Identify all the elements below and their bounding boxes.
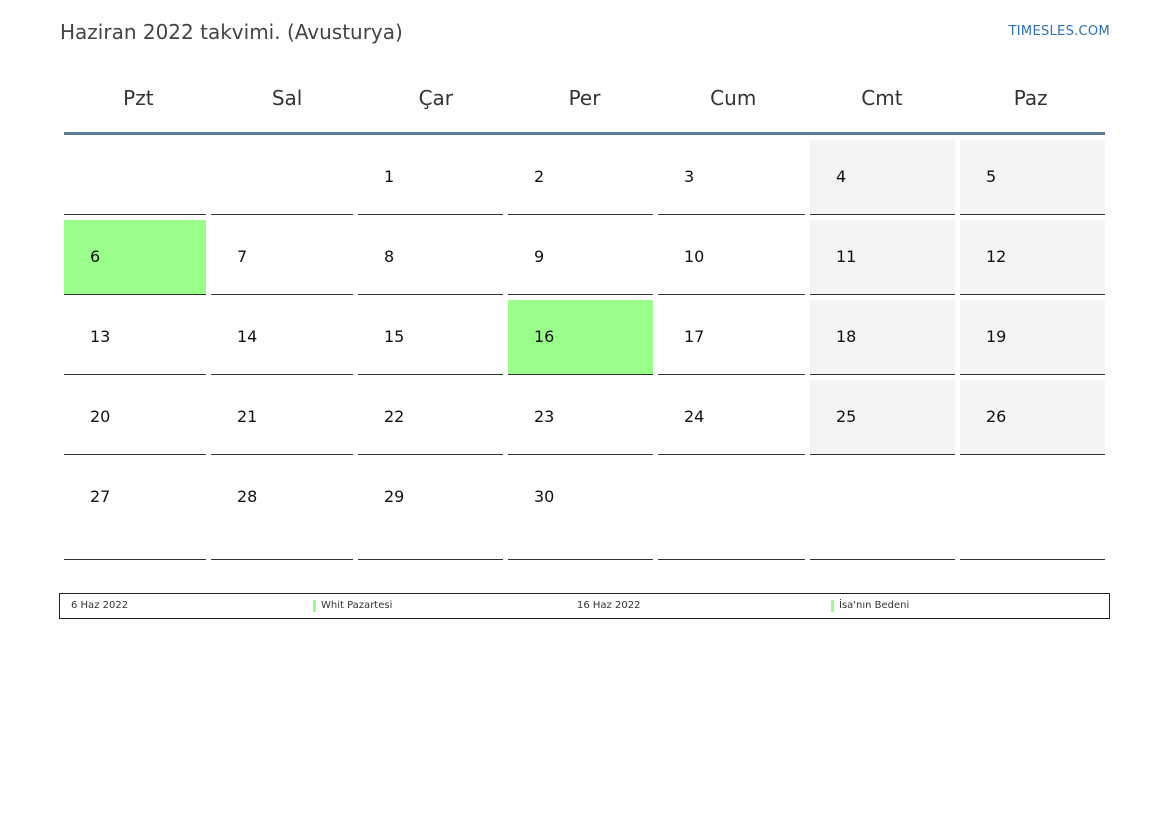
day-number: 30 — [534, 487, 555, 506]
day-number: 8 — [384, 247, 395, 266]
weekday-sun: Paz — [1013, 86, 1048, 110]
weekday-thu: Per — [568, 86, 601, 110]
day-number: 25 — [836, 407, 857, 426]
weekday-mon: Pzt — [123, 86, 154, 110]
day-cell: 16 — [508, 300, 653, 375]
day-number: 19 — [986, 327, 1007, 346]
day-number: 26 — [986, 407, 1007, 426]
day-cell: 22 — [358, 380, 503, 455]
day-number: 4 — [836, 167, 847, 186]
weekday-wed: Çar — [418, 86, 454, 110]
day-cell: 25 — [810, 380, 955, 455]
day-cell: 24 — [658, 380, 805, 455]
day-number: 15 — [384, 327, 405, 346]
day-number: 1 — [384, 167, 395, 186]
weekday-sat: Cmt — [861, 86, 903, 110]
day-grid: 1 2 3 4 5 6 7 8 9 10 11 12 13 14 15 16 17 18 19 20 21 22 23 24 2… — [64, 140, 1105, 560]
day-cell: 7 — [211, 220, 353, 295]
empty-cell — [810, 460, 955, 560]
day-cell: 21 — [211, 380, 353, 455]
day-cell: 20 — [64, 380, 206, 455]
day-cell: 10 — [658, 220, 805, 295]
legend-marker-1 — [313, 600, 316, 612]
empty-cell — [960, 460, 1105, 560]
day-cell: 6 — [64, 220, 206, 295]
day-number: 18 — [836, 327, 857, 346]
day-number: 20 — [90, 407, 111, 426]
holiday-legend: 6 Haz 2022 Whit Pazartesi 16 Haz 2022 İs… — [59, 593, 1110, 619]
day-cell: 11 — [810, 220, 955, 295]
day-number: 24 — [684, 407, 705, 426]
calendar: Pzt Sal Çar Per Cum Cmt Paz 1 2 3 4 5 6 7 8 9 10 1… — [64, 76, 1105, 560]
day-number: 27 — [90, 487, 111, 506]
day-number: 9 — [534, 247, 545, 266]
day-number: 13 — [90, 327, 111, 346]
day-number: 28 — [237, 487, 258, 506]
day-cell: 29 — [358, 460, 503, 560]
day-cell: 15 — [358, 300, 503, 375]
weekday-fri: Cum — [710, 86, 757, 110]
day-cell: 5 — [960, 140, 1105, 215]
weekday-header: Pzt Sal Çar Per Cum Cmt Paz — [64, 76, 1105, 135]
legend-name-1: Whit Pazartesi — [321, 600, 393, 611]
empty-cell — [211, 140, 353, 215]
day-number: 7 — [237, 247, 248, 266]
day-cell: 17 — [658, 300, 805, 375]
day-cell: 3 — [658, 140, 805, 215]
day-cell: 2 — [508, 140, 653, 215]
empty-cell — [658, 460, 805, 560]
day-number: 10 — [684, 247, 705, 266]
day-number: 5 — [986, 167, 997, 186]
day-number: 17 — [684, 327, 705, 346]
legend-marker-2 — [831, 600, 834, 612]
day-number: 3 — [684, 167, 695, 186]
day-cell: 14 — [211, 300, 353, 375]
day-number: 29 — [384, 487, 405, 506]
day-number: 6 — [90, 247, 101, 266]
empty-cell — [64, 140, 206, 215]
day-cell: 9 — [508, 220, 653, 295]
day-number: 16 — [534, 327, 555, 346]
day-cell: 8 — [358, 220, 503, 295]
day-number: 23 — [534, 407, 555, 426]
day-number: 14 — [237, 327, 258, 346]
day-number: 11 — [836, 247, 857, 266]
day-cell: 30 — [508, 460, 653, 560]
day-number: 22 — [384, 407, 405, 426]
day-cell: 1 — [358, 140, 503, 215]
legend-name-2: İsa'nın Bedeni — [839, 600, 910, 611]
brand-link[interactable]: TIMESLES.COM — [1008, 24, 1110, 39]
day-cell: 13 — [64, 300, 206, 375]
day-number: 12 — [986, 247, 1007, 266]
day-number: 2 — [534, 167, 545, 186]
legend-date-1: 6 Haz 2022 — [71, 600, 129, 611]
legend-date-2: 16 Haz 2022 — [577, 600, 641, 611]
page-title: Haziran 2022 takvimi. (Avusturya) — [60, 20, 403, 44]
weekday-tue: Sal — [271, 86, 303, 110]
day-cell: 23 — [508, 380, 653, 455]
day-cell: 12 — [960, 220, 1105, 295]
day-number: 21 — [237, 407, 258, 426]
day-cell: 26 — [960, 380, 1105, 455]
day-cell: 18 — [810, 300, 955, 375]
day-cell: 27 — [64, 460, 206, 560]
day-cell: 19 — [960, 300, 1105, 375]
day-cell: 4 — [810, 140, 955, 215]
day-cell: 28 — [211, 460, 353, 560]
